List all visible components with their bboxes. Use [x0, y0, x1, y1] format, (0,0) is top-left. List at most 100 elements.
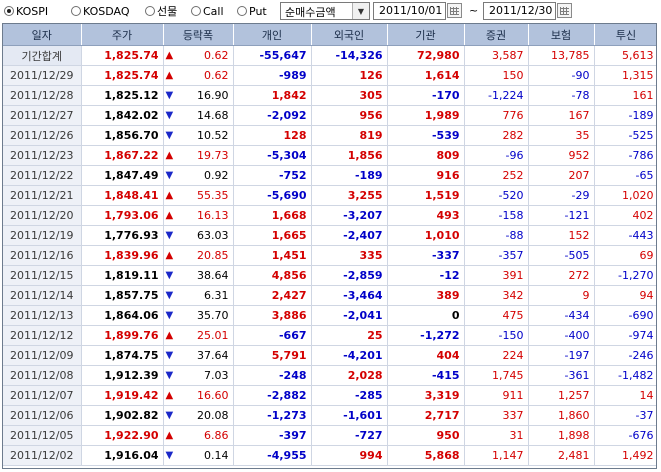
cell-date: 2011/12/28	[3, 85, 82, 106]
table-row[interactable]: 2011/12/23 1,867.22 ▲ 19.73 -5,304 1,856 809 -9…	[3, 145, 656, 166]
end-date-field[interactable]: 2011/12/30	[483, 2, 556, 20]
radio-put[interactable]: Put	[237, 4, 267, 18]
cell-foreign: 819	[311, 125, 388, 146]
radio-kospi[interactable]: KOSPI	[4, 4, 48, 18]
table-row[interactable]: 2011/12/15 1,819.11 ▼ 38.64 4,856 -2,859 -12 39…	[3, 265, 656, 286]
radio-label: KOSDAQ	[83, 4, 130, 18]
cell-change: ▼ 7.03	[163, 365, 234, 386]
cell-securities: 252	[464, 165, 529, 186]
table-row[interactable]: 2011/12/14 1,857.75 ▼ 6.31 2,427 -3,464 389 342…	[3, 285, 656, 306]
radio-futures[interactable]: 선물	[145, 4, 177, 18]
up-triangle-icon: ▲	[165, 390, 174, 401]
cell-institution: 1,614	[387, 65, 465, 86]
change-value: 20.08	[197, 409, 229, 422]
cell-institution: -415	[387, 365, 465, 386]
cell-price: 1,857.75	[81, 285, 164, 306]
cell-securities: 911	[464, 385, 529, 406]
calendar-icon[interactable]	[447, 3, 462, 18]
col-header-institution[interactable]: 기관	[387, 24, 465, 46]
radio-dot	[4, 6, 14, 16]
cell-securities: 342	[464, 285, 529, 306]
cell-trust: -189	[594, 105, 656, 126]
summary-row[interactable]: 기간합계 1,825.74 ▲ 0.62 -55,647 -14,326 72,980 3,5…	[3, 45, 656, 66]
cell-date: 기간합계	[3, 45, 82, 66]
metric-select[interactable]: 순매수금액 ▼	[280, 2, 370, 20]
cell-securities: -357	[464, 245, 529, 266]
change-value: 0.92	[204, 169, 229, 182]
cell-institution: 1,519	[387, 185, 465, 206]
table-row[interactable]: 2011/12/09 1,874.75 ▼ 37.64 5,791 -4,201 404 22…	[3, 345, 656, 366]
cell-institution: 389	[387, 285, 465, 306]
table-row[interactable]: 2011/12/29 1,825.74 ▲ 0.62 -989 126 1,614 150 -9…	[3, 65, 656, 86]
table-row[interactable]: 2011/12/21 1,848.41 ▲ 55.35 -5,690 3,255 1,519…	[3, 185, 656, 206]
cell-change: ▼ 0.92	[163, 165, 234, 186]
table-row[interactable]: 2011/12/27 1,842.02 ▼ 14.68 -2,092 956 1,989 77…	[3, 105, 656, 126]
chevron-down-icon[interactable]: ▼	[352, 3, 369, 19]
cell-date: 2011/12/02	[3, 445, 82, 466]
cell-individual: -2,882	[233, 385, 312, 406]
col-header-date[interactable]: 일자	[3, 24, 82, 46]
cell-insurance: -505	[528, 245, 595, 266]
cell-foreign: 25	[311, 325, 388, 346]
col-header-securities[interactable]: 증권	[464, 24, 529, 46]
down-triangle-icon: ▼	[165, 170, 174, 181]
radio-kosdaq[interactable]: KOSDAQ	[71, 4, 130, 18]
table-row[interactable]: 2011/12/05 1,922.90 ▲ 6.86 -397 -727 950 31 1,89…	[3, 425, 656, 446]
table-row[interactable]: 2011/12/07 1,919.42 ▲ 16.60 -2,882 -285 3,319 9…	[3, 385, 656, 406]
table-row[interactable]: 2011/12/20 1,793.06 ▲ 16.13 1,668 -3,207 493 -1…	[3, 205, 656, 226]
cell-date: 2011/12/22	[3, 165, 82, 186]
cell-insurance: -78	[528, 85, 595, 106]
col-header-change[interactable]: 등락폭	[163, 24, 234, 46]
cell-trust: 402	[594, 205, 656, 226]
change-value: 63.03	[197, 229, 229, 242]
cell-change: ▲ 55.35	[163, 185, 234, 206]
table-row[interactable]: 2011/12/19 1,776.93 ▼ 63.03 1,665 -2,407 1,010…	[3, 225, 656, 246]
cell-insurance: 207	[528, 165, 595, 186]
cell-trust: -1,270	[594, 265, 656, 286]
up-triangle-icon: ▲	[165, 150, 174, 161]
cell-institution: -12	[387, 265, 465, 286]
start-date-field[interactable]: 2011/10/01	[373, 2, 446, 20]
cell-individual: 1,668	[233, 205, 312, 226]
cell-institution: -539	[387, 125, 465, 146]
col-header-trust[interactable]: 투신	[594, 24, 656, 46]
cell-insurance: -121	[528, 205, 595, 226]
col-header-price[interactable]: 주가	[81, 24, 164, 46]
table-row[interactable]: 2011/12/02 1,916.04 ▼ 0.14 -4,955 994 5,868 1,1…	[3, 445, 656, 466]
cell-date: 2011/12/15	[3, 265, 82, 286]
table-row[interactable]: 2011/12/28 1,825.12 ▼ 16.90 1,842 305 -170 -1,2…	[3, 85, 656, 106]
table-row[interactable]: 2011/12/12 1,899.76 ▲ 25.01 -667 25 -1,272 -150…	[3, 325, 656, 346]
up-triangle-icon: ▲	[165, 70, 174, 81]
cell-trust: -525	[594, 125, 656, 146]
radio-call[interactable]: Call	[191, 4, 224, 18]
change-value: 38.64	[197, 269, 229, 282]
cell-price: 1,902.82	[81, 405, 164, 426]
col-header-foreign[interactable]: 외국인	[311, 24, 388, 46]
cell-insurance: 1,860	[528, 405, 595, 426]
cell-individual: -5,690	[233, 185, 312, 206]
cell-individual: 4,856	[233, 265, 312, 286]
cell-individual: -248	[233, 365, 312, 386]
col-header-insurance[interactable]: 보험	[528, 24, 595, 46]
cell-institution: -170	[387, 85, 465, 106]
cell-securities: -1,224	[464, 85, 529, 106]
cell-foreign: -3,207	[311, 205, 388, 226]
cell-price: 1,856.70	[81, 125, 164, 146]
calendar-icon[interactable]	[557, 3, 572, 18]
down-triangle-icon: ▼	[165, 350, 174, 361]
table-row[interactable]: 2011/12/13 1,864.06 ▼ 35.70 3,886 -2,041 0 475-…	[3, 305, 656, 326]
table-row[interactable]: 2011/12/26 1,856.70 ▼ 10.52 128 819 -539 282 35-…	[3, 125, 656, 146]
cell-individual: -667	[233, 325, 312, 346]
table-row[interactable]: 2011/12/16 1,839.96 ▲ 20.85 1,451 335 -337 -357…	[3, 245, 656, 266]
change-value: 37.64	[197, 349, 229, 362]
cell-individual: -397	[233, 425, 312, 446]
up-triangle-icon: ▲	[165, 50, 174, 61]
table-row[interactable]: 2011/12/06 1,902.82 ▼ 20.08 -1,273 -1,601 2,71…	[3, 405, 656, 426]
cell-date: 2011/12/05	[3, 425, 82, 446]
col-header-individual[interactable]: 개인	[233, 24, 312, 46]
cell-individual: 2,427	[233, 285, 312, 306]
table-row[interactable]: 2011/12/08 1,912.39 ▼ 7.03 -248 2,028 -415 1,74…	[3, 365, 656, 386]
cell-date: 2011/12/29	[3, 65, 82, 86]
cell-insurance: -29	[528, 185, 595, 206]
table-row[interactable]: 2011/12/22 1,847.49 ▼ 0.92 -752 -189 916 252 207…	[3, 165, 656, 186]
